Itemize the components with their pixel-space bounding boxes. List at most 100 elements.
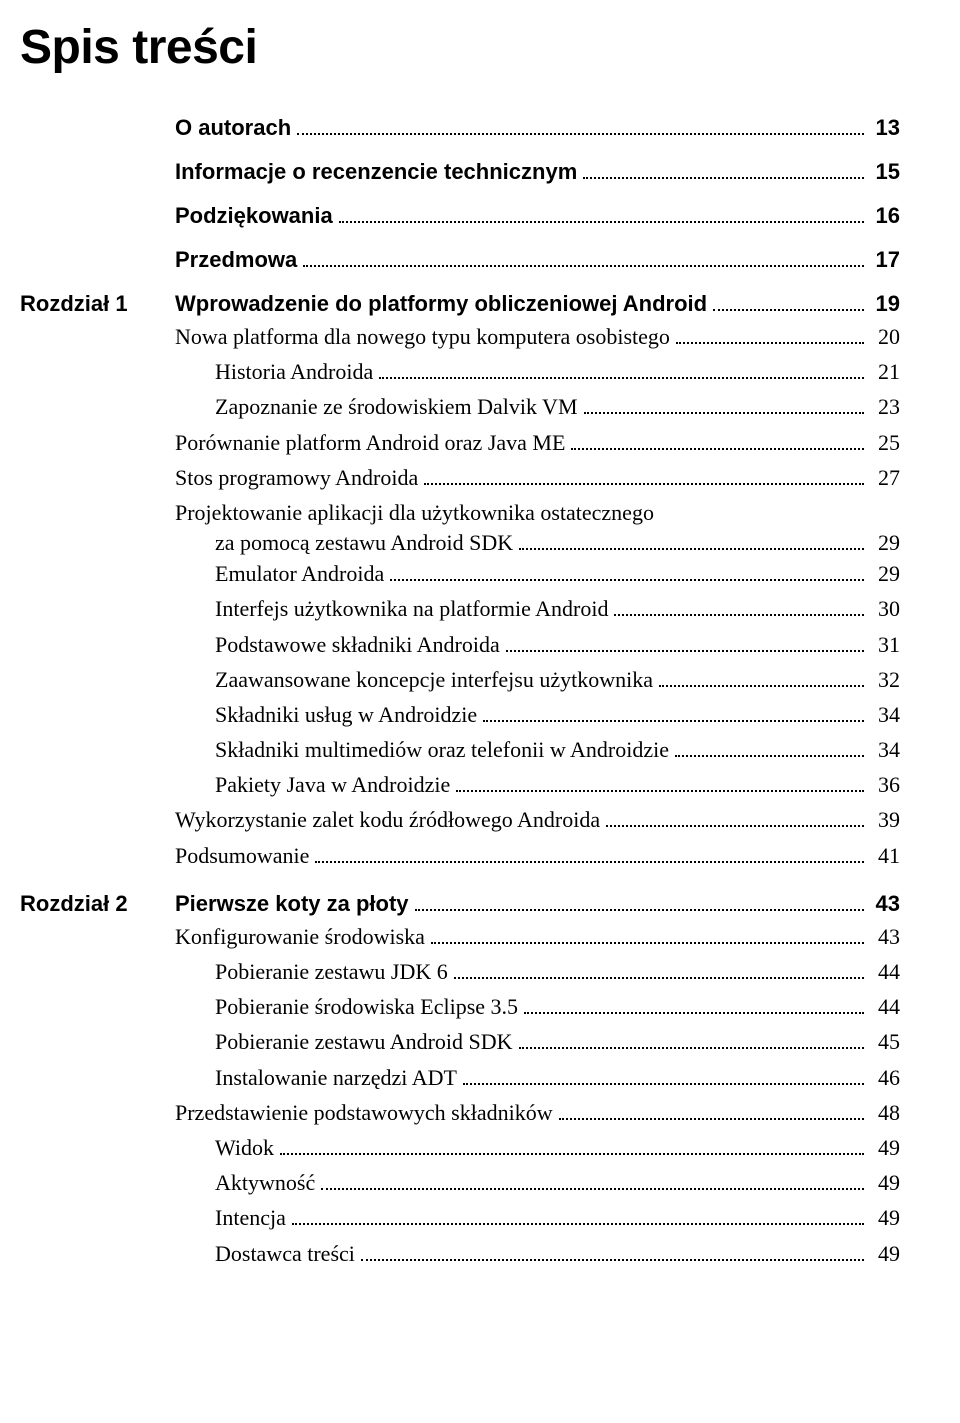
leader-dots xyxy=(303,264,864,267)
toc-page-number: 43 xyxy=(870,891,900,917)
toc-entry-text: Przedstawienie podstawowych składników xyxy=(175,1095,553,1130)
toc-entry: Zapoznanie ze środowiskiem Dalvik VM 23 xyxy=(215,389,900,424)
toc-entry-text: Podsumowanie xyxy=(175,838,309,873)
toc-entry: Widok 49 xyxy=(215,1130,900,1165)
toc-entry: Instalowanie narzędzi ADT 46 xyxy=(215,1060,900,1095)
toc-entry-bold: Przedmowa 17 xyxy=(20,247,900,273)
toc-page-number: 13 xyxy=(870,115,900,141)
leader-dots xyxy=(280,1152,864,1155)
toc-entry-bold: Rozdział 2Pierwsze koty za płoty 43 xyxy=(20,891,900,917)
toc-entry-text: Informacje o recenzencie technicznym xyxy=(175,159,577,185)
toc-entry: Podsumowanie41 xyxy=(175,838,900,873)
toc-page-number: 27 xyxy=(870,460,900,495)
toc-entry: Pobieranie środowiska Eclipse 3.5 44 xyxy=(215,989,900,1024)
toc-entry-bold: O autorach13 xyxy=(20,115,900,141)
toc-entry: Aktywność49 xyxy=(215,1165,900,1200)
leader-dots xyxy=(583,176,864,179)
toc-entry-text: Zapoznanie ze środowiskiem Dalvik VM xyxy=(215,389,578,424)
toc-entry-text: Składniki usług w Androidzie xyxy=(215,697,477,732)
leader-dots xyxy=(339,220,864,223)
toc-page-number: 44 xyxy=(870,954,900,989)
leader-dots xyxy=(463,1082,864,1085)
toc-page-number: 16 xyxy=(870,203,900,229)
toc-entry: Stos programowy Androida 27 xyxy=(175,460,900,495)
leader-dots xyxy=(506,649,864,652)
toc-entry-text: Instalowanie narzędzi ADT xyxy=(215,1060,457,1095)
leader-dots xyxy=(676,341,864,344)
toc-entry: Intencja 49 xyxy=(215,1200,900,1235)
toc-entry-continuation: za pomocą zestawu Android SDK 29 xyxy=(215,530,900,556)
toc-entry: Pobieranie zestawu Android SDK45 xyxy=(215,1024,900,1059)
toc-entry-text: Nowa platforma dla nowego typu komputera… xyxy=(175,319,670,354)
toc-page-number: 23 xyxy=(870,389,900,424)
leader-dots xyxy=(483,719,864,722)
leader-dots xyxy=(390,578,864,581)
toc-entry: Nowa platforma dla nowego typu komputera… xyxy=(175,319,900,354)
page-title: Spis treści xyxy=(20,20,900,75)
toc-entry: Podstawowe składniki Androida 31 xyxy=(215,627,900,662)
toc-page-number: 43 xyxy=(870,919,900,954)
toc-page-number: 48 xyxy=(870,1095,900,1130)
toc-page-number: 29 xyxy=(870,530,900,556)
toc-entry-text: Konfigurowanie środowiska xyxy=(175,919,425,954)
leader-dots xyxy=(559,1117,864,1120)
toc-entry-text: Wykorzystanie zalet kodu źródłowego Andr… xyxy=(175,802,600,837)
toc-page-number: 49 xyxy=(870,1236,900,1271)
toc-entry-text: Pobieranie zestawu JDK 6 xyxy=(215,954,448,989)
toc-entry-text: Emulator Androida xyxy=(215,556,384,591)
leader-dots xyxy=(297,132,864,135)
toc-page-number: 44 xyxy=(870,989,900,1024)
leader-dots xyxy=(321,1187,864,1190)
toc-entry-text: Intencja xyxy=(215,1200,286,1235)
toc-page-number: 17 xyxy=(870,247,900,273)
toc-entry-text: Widok xyxy=(215,1130,274,1165)
toc-page-number: 30 xyxy=(870,591,900,626)
toc-entry-text: Pierwsze koty za płoty xyxy=(175,891,409,917)
leader-dots xyxy=(415,908,864,911)
toc-entry: Dostawca treści49 xyxy=(215,1236,900,1271)
toc-page-number: 36 xyxy=(870,767,900,802)
toc-entry: Interfejs użytkownika na platformie Andr… xyxy=(215,591,900,626)
toc-entry-text: Projektowanie aplikacji dla użytkownika … xyxy=(175,495,654,530)
toc-page-number: 45 xyxy=(870,1024,900,1059)
leader-dots xyxy=(675,754,864,757)
toc-page-number: 49 xyxy=(870,1165,900,1200)
toc-entry-text: Stos programowy Androida xyxy=(175,460,418,495)
toc-page-number: 49 xyxy=(870,1130,900,1165)
toc-entry: Porównanie platform Android oraz Java ME… xyxy=(175,425,900,460)
leader-dots xyxy=(584,411,864,414)
toc-page-number: 49 xyxy=(870,1200,900,1235)
toc-page-number: 32 xyxy=(870,662,900,697)
toc-entry: Pakiety Java w Androidzie36 xyxy=(215,767,900,802)
leader-dots xyxy=(292,1222,864,1225)
toc-entry-text: Podstawowe składniki Androida xyxy=(215,627,500,662)
toc-entry: Pobieranie zestawu JDK 6 44 xyxy=(215,954,900,989)
toc-entry-text: za pomocą zestawu Android SDK xyxy=(215,530,513,556)
leader-dots xyxy=(614,613,864,616)
leader-dots xyxy=(379,376,864,379)
toc-entry-text: Składniki multimediów oraz telefonii w A… xyxy=(215,732,669,767)
toc-entry-text: Wprowadzenie do platformy obliczeniowej … xyxy=(175,291,707,317)
toc-page-number: 29 xyxy=(870,556,900,591)
leader-dots xyxy=(571,447,864,450)
toc-entry-bold: Informacje o recenzencie technicznym15 xyxy=(20,159,900,185)
toc-entry-text: Pobieranie środowiska Eclipse 3.5 xyxy=(215,989,518,1024)
leader-dots xyxy=(713,308,864,311)
leader-dots xyxy=(519,547,864,550)
toc-page-number: 31 xyxy=(870,627,900,662)
leader-dots xyxy=(315,860,864,863)
toc-entry-text: Interfejs użytkownika na platformie Andr… xyxy=(215,591,608,626)
leader-dots xyxy=(519,1046,864,1049)
toc-entry: Składniki usług w Androidzie 34 xyxy=(215,697,900,732)
toc-page-number: 20 xyxy=(870,319,900,354)
toc-entry-text: Porównanie platform Android oraz Java ME xyxy=(175,425,565,460)
chapter-label: Rozdział 2 xyxy=(20,891,175,917)
toc-page-number: 34 xyxy=(870,697,900,732)
toc-entry: Wykorzystanie zalet kodu źródłowego Andr… xyxy=(175,802,900,837)
toc-page-number: 25 xyxy=(870,425,900,460)
toc-page-number: 46 xyxy=(870,1060,900,1095)
toc-entry-text: Zaawansowane koncepcje interfejsu użytko… xyxy=(215,662,653,697)
leader-dots xyxy=(424,482,864,485)
leader-dots xyxy=(659,684,864,687)
toc-entry-text: Przedmowa xyxy=(175,247,297,273)
